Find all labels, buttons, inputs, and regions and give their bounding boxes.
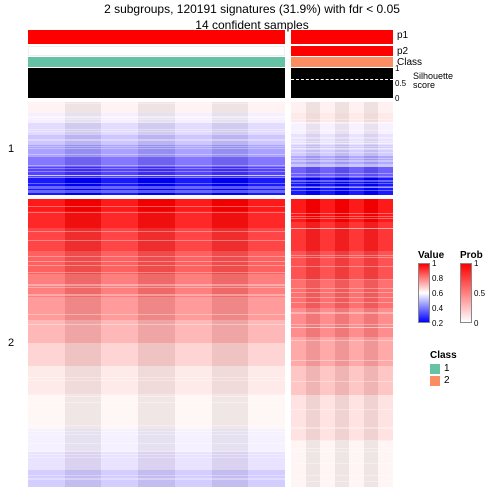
p2-bar-b (291, 46, 393, 56)
legend-prob: Prob10.50 (460, 250, 483, 323)
class-bar-b (291, 57, 393, 67)
legend-value: Value10.80.60.40.2 (418, 250, 444, 323)
silhouette-tick: 0 (395, 94, 399, 103)
silhouette-tick: 0.5 (395, 79, 406, 88)
silhouette-b (291, 68, 393, 98)
silhouette-a (28, 68, 285, 98)
title-line1: 2 subgroups, 120191 signatures (31.9%) w… (0, 0, 504, 16)
row-label-2: 2 (8, 337, 14, 349)
legend-class: Class12 (430, 350, 457, 387)
heatmap-2b (291, 199, 393, 487)
heatmap-2a (28, 199, 285, 487)
silhouette-tick: 1 (395, 64, 399, 73)
heatmap-1b (291, 102, 393, 195)
p1-label: p1 (397, 30, 408, 41)
class-bar-a (28, 57, 285, 67)
p1-bar-b (291, 30, 393, 44)
heatmap-1a (28, 102, 285, 195)
p2-bar-a (28, 46, 285, 56)
class-label: Class (397, 57, 422, 68)
p2-label: p2 (397, 46, 408, 57)
silhouette-label: Silhouette score (413, 72, 453, 90)
row-label-1: 1 (8, 143, 14, 155)
p1-bar-a (28, 30, 285, 44)
